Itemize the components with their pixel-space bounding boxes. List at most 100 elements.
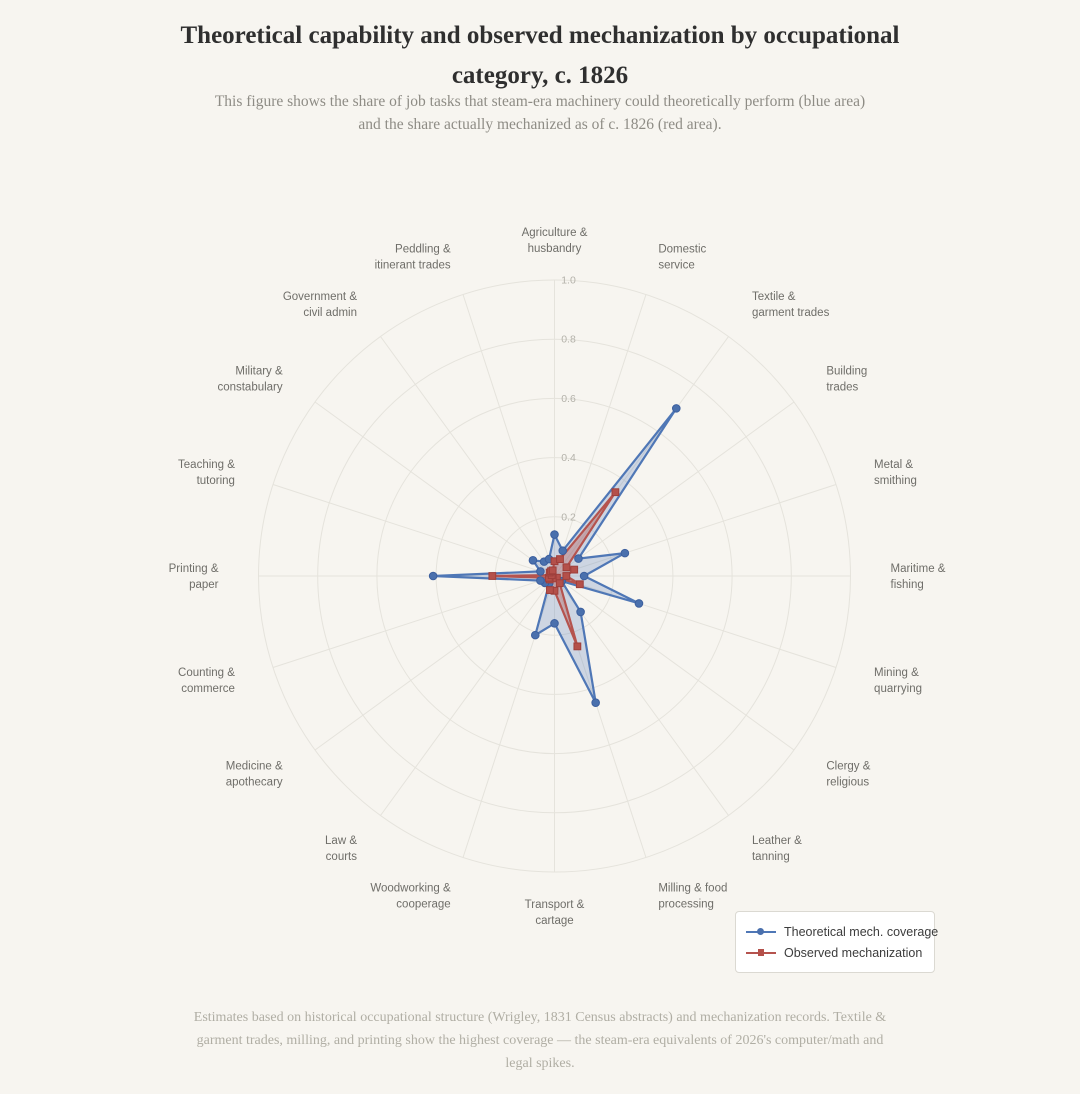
legend-label-theoretical: Theoretical mech. coverage — [784, 924, 939, 939]
svg-text:apothecary: apothecary — [226, 776, 283, 788]
data-point-marker — [575, 580, 584, 589]
svg-text:cooperage: cooperage — [396, 899, 450, 911]
svg-text:Medicine &: Medicine & — [226, 760, 283, 772]
svg-text:Domestic: Domestic — [658, 243, 706, 255]
legend-swatch-theoretical — [746, 921, 776, 942]
category-label: Peddling & itinerant trades — [375, 243, 451, 271]
data-point-marker — [579, 571, 589, 581]
data-point-marker — [671, 404, 681, 413]
svg-text:religious: religious — [826, 776, 869, 788]
svg-text:Printing &: Printing & — [169, 563, 219, 575]
svg-text:Peddling &: Peddling & — [395, 243, 451, 255]
data-point-marker — [536, 567, 545, 576]
svg-text:Woodworking &: Woodworking & — [370, 883, 451, 895]
angular-spoke — [272, 484, 555, 577]
category-label: Maritime & fishing — [891, 563, 946, 591]
data-point-marker — [570, 565, 579, 574]
data-point-marker — [488, 572, 497, 580]
chart-title: Theoretical capability and observed mech… — [180, 22, 900, 89]
legend-swatch-observed — [746, 942, 776, 963]
data-point-marker — [576, 607, 585, 617]
data-point-marker — [530, 630, 540, 640]
legend: Theoretical mech. coverage Observed mech… — [735, 911, 938, 973]
data-point-marker — [591, 698, 600, 707]
data-point-marker — [536, 576, 545, 585]
radial-tick-label: 0.8 — [561, 334, 576, 346]
svg-text:Maritime &: Maritime & — [891, 563, 946, 575]
angular-spoke — [554, 575, 837, 668]
legend-label-observed: Observed mechanization — [784, 945, 923, 960]
angular-spoke — [314, 401, 555, 577]
svg-text:husbandry: husbandry — [528, 243, 582, 255]
legend-dot-icon — [757, 927, 764, 935]
angular-spoke — [554, 336, 729, 577]
svg-text:trades: trades — [826, 382, 858, 394]
category-label: Building trades — [826, 366, 867, 394]
category-label: Medicine & apothecary — [226, 760, 283, 788]
svg-text:Law &: Law & — [325, 835, 357, 847]
radial-tick-label: 0.4 — [561, 452, 576, 464]
svg-text:fishing: fishing — [891, 579, 924, 591]
category-label: Woodworking & cooperage — [370, 883, 451, 911]
category-label: Mining & quarrying — [874, 667, 922, 695]
data-point-marker — [562, 563, 571, 572]
angular-spoke — [554, 401, 795, 577]
svg-text:Building: Building — [826, 366, 867, 378]
svg-text:Textile &: Textile & — [752, 291, 796, 303]
category-label: Clergy & religious — [826, 760, 870, 788]
radial-tick-label: 0.6 — [561, 393, 576, 405]
svg-text:Teaching &: Teaching & — [178, 459, 235, 471]
radial-tick-label: 0.2 — [561, 511, 576, 523]
category-label: Textile & garment trades — [752, 291, 830, 319]
svg-text:Leather &: Leather & — [752, 835, 802, 847]
category-label: Government & civil admin — [283, 291, 357, 319]
svg-text:Military &: Military & — [235, 366, 283, 378]
angular-spoke — [554, 575, 795, 751]
angular-spoke — [554, 294, 647, 577]
footnote: Estimates based on historical occupation… — [193, 1010, 887, 1071]
data-point-marker — [574, 554, 583, 563]
legend-square-icon — [757, 949, 764, 956]
svg-text:Government &: Government & — [283, 291, 357, 303]
svg-text:tanning: tanning — [752, 851, 790, 863]
category-label: Military & constabulary — [217, 366, 283, 394]
svg-text:paper: paper — [189, 579, 219, 591]
data-point-marker — [548, 566, 557, 575]
data-point-marker — [573, 642, 582, 651]
data-point-marker — [558, 546, 568, 555]
category-label: Transport & cartage — [525, 899, 585, 927]
radial-grid-ring — [317, 338, 792, 814]
category-label: Leather & tanning — [752, 835, 802, 863]
svg-text:Milling & food: Milling & food — [658, 883, 727, 895]
angular-spoke — [554, 575, 729, 816]
category-label: Teaching & tutoring — [178, 459, 235, 487]
data-point-marker — [611, 488, 620, 497]
chart-subtitle: This figure shows the share of job tasks… — [214, 93, 866, 133]
legend-item-theoretical[interactable]: Theoretical mech. coverage — [746, 921, 938, 942]
svg-text:processing: processing — [658, 899, 714, 911]
radial-grid-ring — [376, 397, 733, 755]
svg-text:itinerant trades: itinerant trades — [375, 259, 451, 271]
radial-tick-label: 1.0 — [561, 275, 576, 287]
angular-spoke — [554, 484, 837, 577]
data-point-marker — [550, 619, 559, 628]
data-point-marker — [634, 599, 644, 608]
series-markers-observed — [488, 488, 620, 651]
category-label: Domestic service — [658, 243, 706, 271]
legend-item-observed[interactable]: Observed mechanization — [746, 942, 922, 963]
svg-text:Agriculture &: Agriculture & — [522, 227, 588, 239]
svg-text:courts: courts — [326, 851, 358, 863]
svg-text:constabulary: constabulary — [217, 382, 282, 394]
svg-text:smithing: smithing — [874, 475, 917, 487]
angular-spoke — [272, 575, 555, 668]
category-label: Milling & food processing — [658, 883, 727, 911]
data-point-marker — [556, 555, 564, 564]
svg-text:commerce: commerce — [181, 683, 235, 695]
svg-text:tutoring: tutoring — [197, 475, 235, 487]
category-label: Law & courts — [325, 835, 357, 863]
svg-text:quarrying: quarrying — [874, 683, 922, 695]
radial-grid-ring — [258, 279, 851, 873]
svg-text:Mining &: Mining & — [874, 667, 919, 679]
